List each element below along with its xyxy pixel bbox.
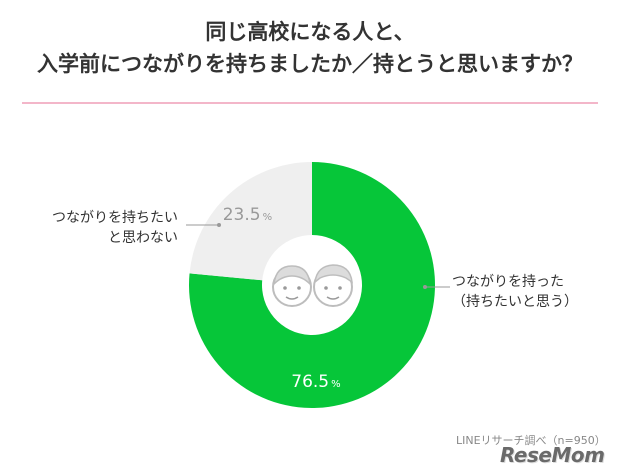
leader-line-connected-dot xyxy=(423,285,427,289)
resemom-logo: ReseMom xyxy=(500,443,605,467)
slice-label-connected: つながりを持った （持ちたいと思う） xyxy=(452,272,578,312)
slice-label-connected-line2: （持ちたいと思う） xyxy=(452,294,578,310)
title-divider xyxy=(22,102,598,104)
chart-title-line1: 同じ高校になる人と、 xyxy=(205,20,415,44)
chart-title-line2: 入学前につながりを持ちましたか／持とうと思いますか？ xyxy=(37,52,583,76)
donut-slices xyxy=(189,161,435,408)
leader-line-not-connected-dot xyxy=(217,223,221,227)
slice-connected xyxy=(189,162,435,408)
slice-label-not-connected: つながりを持ちたい と思わない xyxy=(38,208,178,248)
value-labels: 76.5 % 23.5% xyxy=(223,205,341,392)
slice-not-connected-value: 23.5% xyxy=(223,205,272,225)
leader-lines xyxy=(186,223,450,289)
source-note: LINEリサーチ調べ（n=950） xyxy=(456,434,606,447)
slice-label-not-connected-line1: つながりを持ちたい xyxy=(52,210,178,226)
slice-label-connected-line1: つながりを持った xyxy=(452,274,564,290)
slice-connected-value: 76.5% xyxy=(291,372,340,392)
slice-label-not-connected-line2: と思わない xyxy=(108,230,178,246)
chart-title: 同じ高校になる人と、 入学前につながりを持ちましたか／持とうと思いますか？ xyxy=(0,16,620,80)
slice-not-connected xyxy=(189,161,312,281)
two-faces-icon xyxy=(272,264,353,307)
